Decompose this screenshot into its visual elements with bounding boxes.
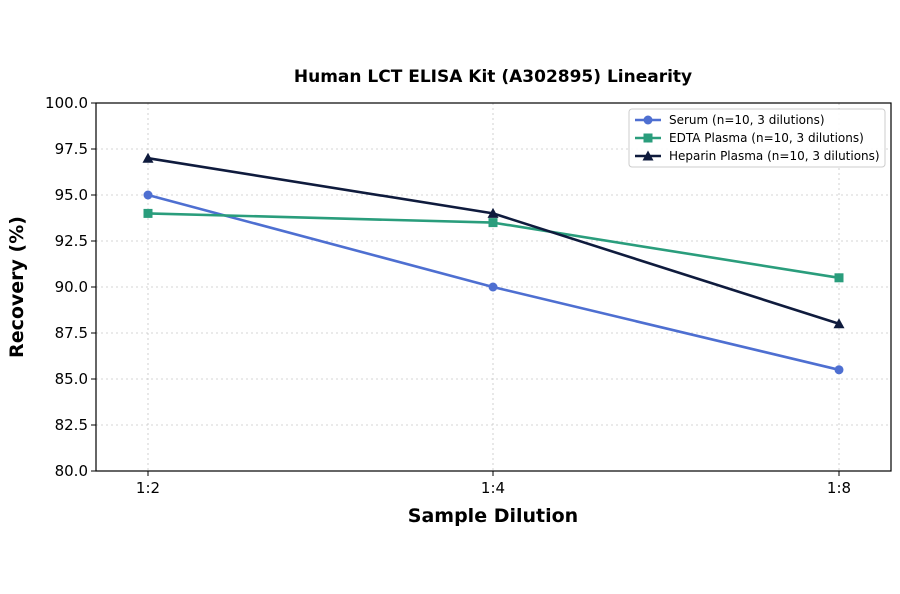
x-tick-label: 1:2 (136, 479, 160, 497)
legend-box (628, 108, 886, 168)
x-tick-label: 1:8 (827, 479, 851, 497)
y-tick-label: 95.0 (55, 186, 88, 204)
data-point-edta (834, 273, 844, 283)
legend-entry-heparin: Heparin Plasma (n=10, 3 dilutions) (635, 149, 880, 163)
legend-label: Serum (n=10, 3 dilutions) (669, 113, 825, 127)
data-point-serum (834, 365, 844, 375)
legend-marker (643, 133, 653, 143)
y-tick-label: 92.5 (55, 232, 88, 250)
series-layer (142, 152, 845, 375)
x-axis-label: Sample Dilution (408, 505, 578, 527)
legend-marker (642, 150, 654, 161)
y-tick-label: 87.5 (55, 324, 88, 342)
y-axis-label: Recovery (%) (6, 216, 28, 358)
data-point-heparin (487, 207, 499, 218)
series-serum (143, 190, 844, 375)
legend-marker (643, 115, 653, 125)
data-point-serum (143, 190, 153, 200)
data-point-serum (488, 282, 498, 292)
data-point-heparin (833, 318, 845, 329)
y-tick-label: 85.0 (55, 370, 88, 388)
y-tick-label: 82.5 (55, 416, 88, 434)
data-point-edta (488, 218, 498, 228)
legend-label: Heparin Plasma (n=10, 3 dilutions) (669, 149, 880, 163)
legend-entry-serum: Serum (n=10, 3 dilutions) (635, 113, 825, 127)
x-tick-label: 1:4 (481, 479, 505, 497)
series-heparin (142, 152, 845, 329)
legend-label: EDTA Plasma (n=10, 3 dilutions) (669, 131, 864, 145)
data-point-heparin (142, 152, 154, 163)
chart-title: Human LCT ELISA Kit (A302895) Linearity (294, 67, 692, 87)
axes: 80.0 82.5 85.0 87.5 90.0 92.5 95.0 97.5 100.0 1:2… (45, 94, 892, 497)
legend-entry-edta: EDTA Plasma (n=10, 3 dilutions) (635, 131, 864, 145)
y-tick-label: 80.0 (55, 462, 88, 480)
legend: Serum (n=10, 3 dilutions) EDTA Plasma (n=… (628, 108, 886, 168)
y-tick-label: 90.0 (55, 278, 88, 296)
series-edta (143, 208, 844, 283)
y-tick-label: 100.0 (45, 94, 88, 112)
y-tick-label: 97.5 (55, 140, 88, 158)
data-point-edta (143, 208, 153, 218)
